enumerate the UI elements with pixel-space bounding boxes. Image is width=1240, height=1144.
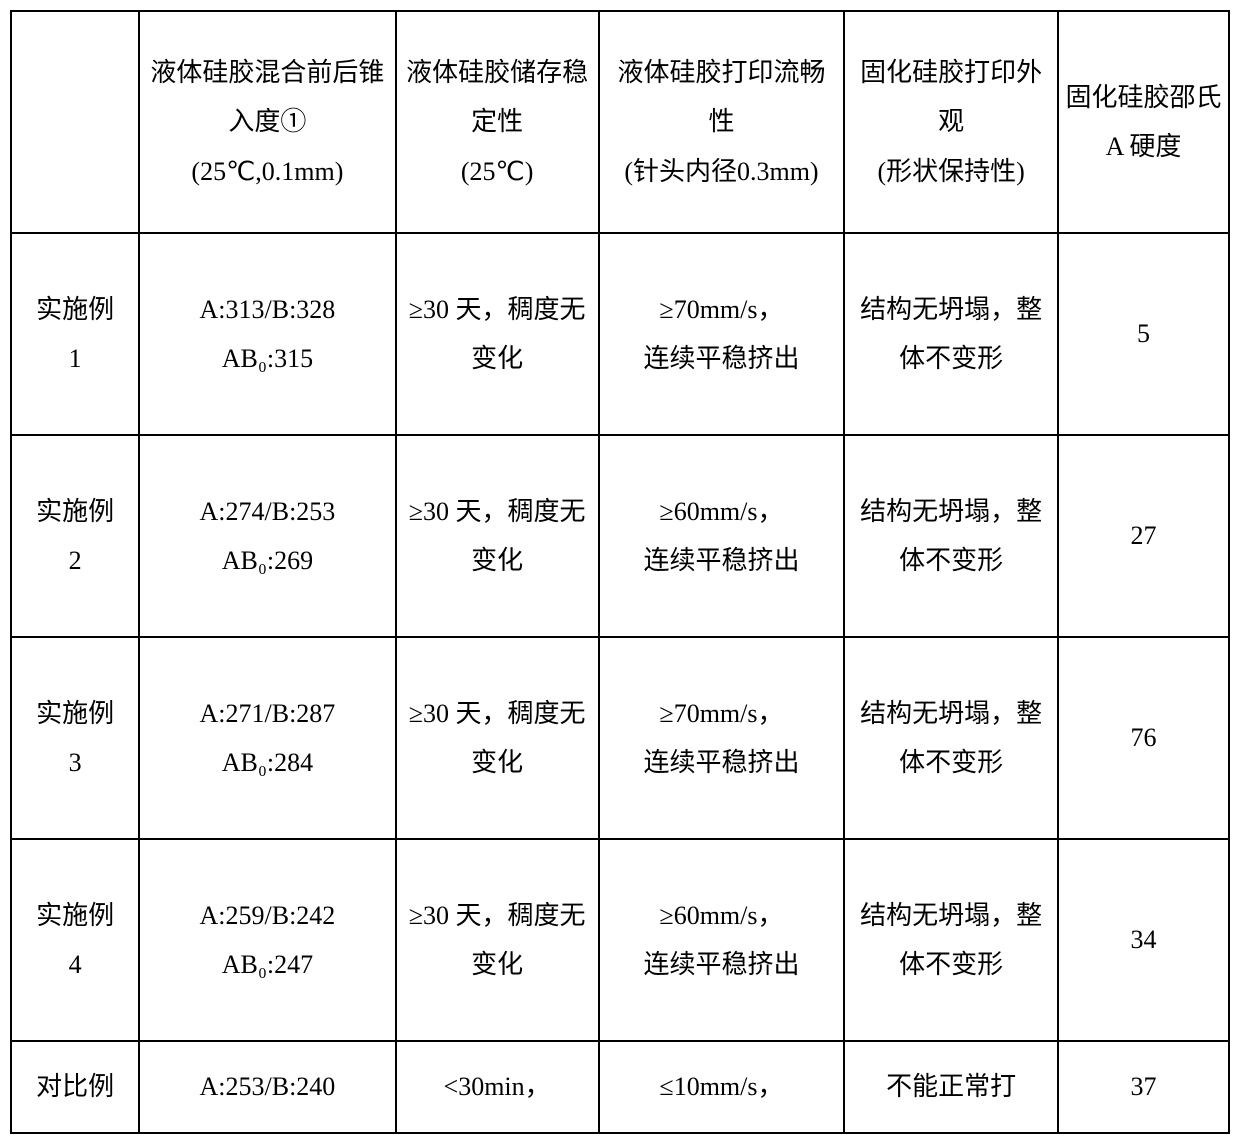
col-header-penetration: 液体硅胶混合前后锥入度① (25℃,0.1mm) <box>139 11 395 233</box>
cell-stability: <30min， <box>396 1041 599 1133</box>
col-header-hardness: 固化硅胶邵氏 A 硬度 <box>1058 11 1229 233</box>
table-header-row: 液体硅胶混合前后锥入度① (25℃,0.1mm) 液体硅胶储存稳定性 (25℃)… <box>11 11 1229 233</box>
table-row: 对比例 A:253/B:240 <30min， ≤10mm/s， 不能正常打 3… <box>11 1041 1229 1133</box>
cell-appearance: 结构无坍塌，整体不变形 <box>844 637 1058 839</box>
table-row: 实施例 3 A:271/B:287 AB₀:284 ≥30 天，稠度无变化 ≥7… <box>11 637 1229 839</box>
cell-penetration: A:253/B:240 <box>139 1041 395 1133</box>
cell-penetration: A:259/B:242 AB₀:247 <box>139 839 395 1041</box>
cell-hardness: 37 <box>1058 1041 1229 1133</box>
row-label: 实施例 2 <box>11 435 139 637</box>
cell-penetration: A:271/B:287 AB₀:284 <box>139 637 395 839</box>
row-label: 实施例 1 <box>11 233 139 435</box>
col-header-fluency: 液体硅胶打印流畅性 (针头内径0.3mm) <box>599 11 845 233</box>
col-header-label <box>11 11 139 233</box>
cell-fluency: ≥60mm/s， 连续平稳挤出 <box>599 435 845 637</box>
cell-appearance: 结构无坍塌，整体不变形 <box>844 839 1058 1041</box>
cell-stability: ≥30 天，稠度无变化 <box>396 233 599 435</box>
cell-appearance: 不能正常打 <box>844 1041 1058 1133</box>
col-header-stability: 液体硅胶储存稳定性 (25℃) <box>396 11 599 233</box>
cell-hardness: 34 <box>1058 839 1229 1041</box>
table-row: 实施例 4 A:259/B:242 AB₀:247 ≥30 天，稠度无变化 ≥6… <box>11 839 1229 1041</box>
row-label: 实施例 3 <box>11 637 139 839</box>
cell-hardness: 76 <box>1058 637 1229 839</box>
cell-stability: ≥30 天，稠度无变化 <box>396 435 599 637</box>
cell-stability: ≥30 天，稠度无变化 <box>396 637 599 839</box>
cell-appearance: 结构无坍塌，整体不变形 <box>844 435 1058 637</box>
col-header-appearance: 固化硅胶打印外观 (形状保持性) <box>844 11 1058 233</box>
cell-hardness: 27 <box>1058 435 1229 637</box>
silicone-properties-table: 液体硅胶混合前后锥入度① (25℃,0.1mm) 液体硅胶储存稳定性 (25℃)… <box>10 10 1230 1134</box>
cell-hardness: 5 <box>1058 233 1229 435</box>
cell-stability: ≥30 天，稠度无变化 <box>396 839 599 1041</box>
cell-penetration: A:313/B:328 AB₀:315 <box>139 233 395 435</box>
cell-appearance: 结构无坍塌，整体不变形 <box>844 233 1058 435</box>
cell-penetration: A:274/B:253 AB₀:269 <box>139 435 395 637</box>
cell-fluency: ≥60mm/s， 连续平稳挤出 <box>599 839 845 1041</box>
cell-fluency: ≤10mm/s， <box>599 1041 845 1133</box>
cell-fluency: ≥70mm/s， 连续平稳挤出 <box>599 637 845 839</box>
row-label: 实施例 4 <box>11 839 139 1041</box>
table-row: 实施例 2 A:274/B:253 AB₀:269 ≥30 天，稠度无变化 ≥6… <box>11 435 1229 637</box>
row-label: 对比例 <box>11 1041 139 1133</box>
cell-fluency: ≥70mm/s， 连续平稳挤出 <box>599 233 845 435</box>
table-row: 实施例 1 A:313/B:328 AB₀:315 ≥30 天，稠度无变化 ≥7… <box>11 233 1229 435</box>
